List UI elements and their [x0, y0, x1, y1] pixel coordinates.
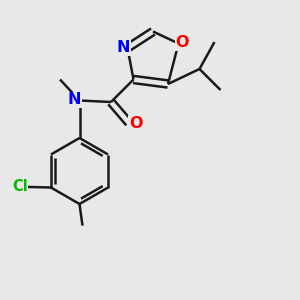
Text: O: O [129, 116, 142, 130]
Text: N: N [117, 40, 130, 55]
Text: O: O [176, 35, 189, 50]
Text: Cl: Cl [12, 179, 28, 194]
Text: N: N [68, 92, 81, 107]
